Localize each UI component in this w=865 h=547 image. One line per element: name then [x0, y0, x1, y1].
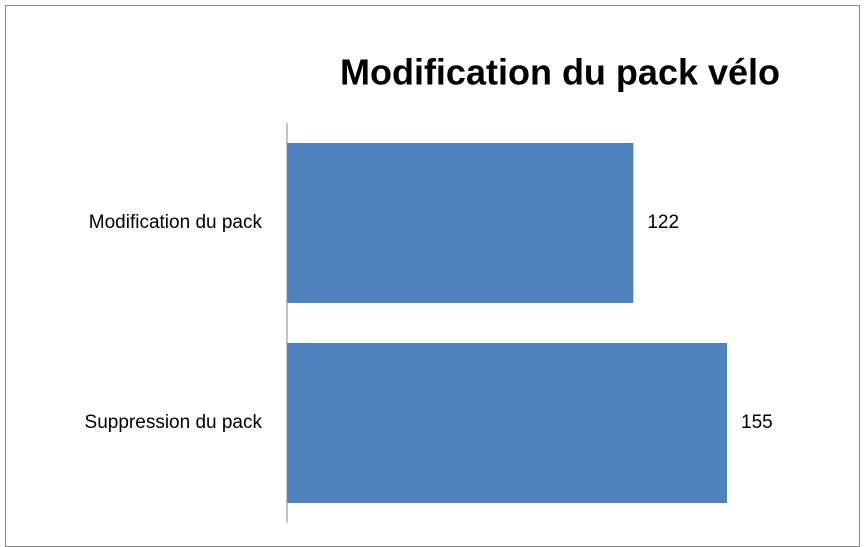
- y-tick-label: Modification du pack: [89, 212, 263, 233]
- y-tick-label: Suppression du pack: [85, 412, 263, 433]
- data-label: 155: [741, 412, 773, 433]
- bar: [287, 343, 728, 503]
- bar: [287, 143, 634, 303]
- chart-title: Modification du pack vélo: [340, 52, 780, 93]
- data-label: 122: [647, 212, 679, 233]
